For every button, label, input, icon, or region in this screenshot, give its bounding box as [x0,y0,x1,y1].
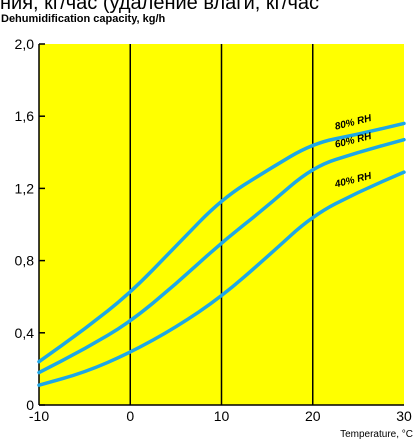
y-tick-label-2: 0,8 [15,253,35,269]
x-tick-label-2: 10 [214,408,230,424]
y-axis-label: Dehumidification capacity, kg/h [1,13,165,25]
series-line-0 [37,121,406,364]
x-tick-label-3: 20 [305,408,321,424]
y-tick-label-0: 0 [26,397,34,413]
y-tick-label-3: 1,2 [15,180,35,196]
series-lines [37,121,406,387]
clipped-header-text: ния, кг/час (удаление влаги, кг/час [0,0,319,14]
grid-lines [129,44,314,405]
series-line-2 [37,170,406,387]
tick-labels: 00,40,81,21,62,0-10 0 10 20 30 [15,36,412,424]
y-tick-label-1: 0,4 [15,325,35,341]
y-tick-label-4: 1,6 [15,108,35,124]
x-tick-label-0: -10 [29,408,49,424]
x-tick-label-4: 30 [396,408,412,424]
axes [38,43,404,406]
x-tick-label-1: 0 [126,408,134,424]
x-axis-label: Temperature, °C [340,429,413,439]
series-line-1 [37,137,406,375]
y-tick-label-5: 2,0 [15,36,35,52]
